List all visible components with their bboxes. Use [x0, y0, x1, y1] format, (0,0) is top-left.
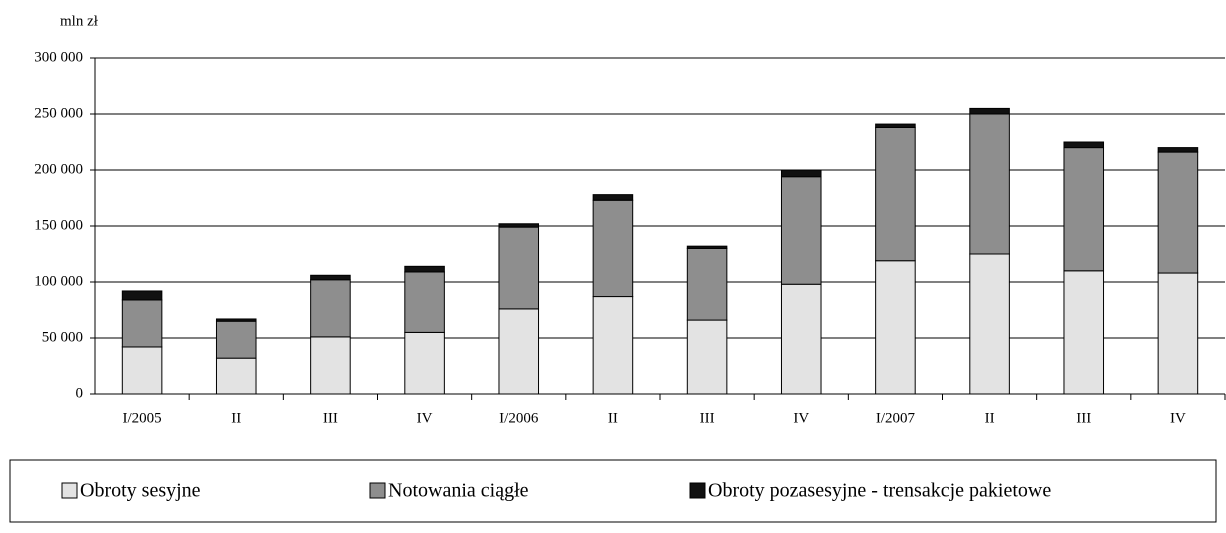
- x-tick-label: II: [608, 410, 618, 426]
- bar-segment: [1063, 147, 1105, 272]
- bar-segment: [404, 265, 445, 273]
- x-tick-label: I/2005: [122, 410, 161, 426]
- legend-label: Obroty pozasesyjne - trensakcje pakietow…: [708, 480, 1051, 502]
- bar-segment: [310, 279, 351, 338]
- legend-label: Notowania ciągłe: [388, 480, 529, 502]
- bar-segment: [498, 223, 540, 228]
- bar-segment: [215, 320, 257, 359]
- bar-segment: [592, 194, 634, 201]
- bar-segment: [686, 247, 728, 321]
- bar-segment: [310, 274, 351, 281]
- bar-segment: [592, 296, 634, 395]
- bar-segment: [215, 357, 257, 395]
- bar-segment: [1063, 270, 1105, 395]
- bar-segment: [404, 331, 445, 395]
- bar-segment: [875, 123, 916, 128]
- y-tick-label: 200 000: [34, 161, 83, 177]
- legend: Obroty sesyjne Notowania ciągłe Obroty poz…: [61, 480, 1051, 502]
- y-tick-label: 0: [76, 385, 84, 401]
- bar-segment: [498, 226, 540, 310]
- x-tick-label: IV: [793, 410, 809, 426]
- bar-segment: [121, 299, 163, 348]
- legend-box: [9, 459, 1217, 523]
- y-tick-label: 50 000: [42, 329, 83, 345]
- y-tick-label: 100 000: [34, 273, 83, 289]
- x-tick-label: III: [1076, 410, 1091, 426]
- y-tick-label: 150 000: [34, 217, 83, 233]
- bar-segment: [1157, 147, 1199, 153]
- bar-segment: [310, 336, 351, 395]
- bar-segment: [780, 169, 822, 178]
- bar-segment: [686, 245, 728, 249]
- bar-segment: [121, 290, 163, 301]
- x-tick-label: II: [985, 410, 995, 426]
- bar-segment: [215, 318, 257, 322]
- bar-segment: [780, 283, 822, 395]
- bar-segment: [780, 176, 822, 285]
- legend-swatch: [369, 482, 386, 499]
- bar-segment: [121, 346, 163, 395]
- x-tick-label: III: [323, 410, 338, 426]
- bar-segment: [404, 271, 445, 333]
- bar-segment: [969, 107, 1010, 115]
- bar-segment: [875, 260, 916, 395]
- x-tick-label: III: [700, 410, 715, 426]
- bar-segment: [686, 319, 728, 395]
- legend-label: Obroty sesyjne: [80, 480, 201, 502]
- bar-segment: [1063, 141, 1105, 149]
- x-tick-label: I/2007: [876, 410, 916, 426]
- bar-segment: [498, 308, 540, 395]
- legend-swatch: [61, 482, 78, 499]
- x-tick-label: II: [231, 410, 241, 426]
- y-tick-label: 250 000: [34, 105, 83, 121]
- bar-segment: [875, 126, 916, 262]
- y-tick-label: 300 000: [34, 49, 83, 65]
- legend-swatch: [689, 482, 706, 499]
- bar-segment: [969, 253, 1010, 395]
- bar-segment: [969, 113, 1010, 255]
- x-tick-label: IV: [417, 410, 433, 426]
- bar-segment: [1157, 151, 1199, 274]
- bar-segment: [1157, 272, 1199, 395]
- x-tick-label: IV: [1170, 410, 1186, 426]
- x-tick-label: I/2006: [499, 410, 539, 426]
- y-axis-label: mln zł: [60, 13, 99, 29]
- bar-segment: [592, 199, 634, 298]
